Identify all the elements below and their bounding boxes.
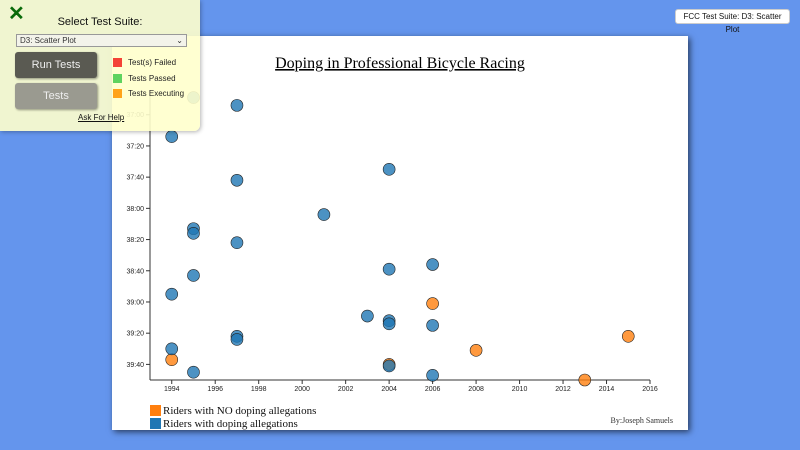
x-tick-label: 2016	[642, 386, 658, 393]
chevron-down-icon: ⌄	[176, 36, 183, 45]
data-point-doping	[361, 309, 374, 323]
data-point-doping	[230, 99, 244, 112]
test-suite-panel: ✕ Select Test Suite: D3: Scatter Plot ⌄ R…	[0, 0, 200, 131]
data-point-no-doping	[578, 373, 592, 387]
failed-swatch	[113, 58, 122, 68]
y-tick-label: 39:40	[126, 362, 144, 369]
passed-swatch	[113, 74, 122, 84]
test-suite-select[interactable]: D3: Scatter Plot ⌄	[16, 34, 187, 47]
data-point-no-doping	[469, 344, 483, 357]
x-tick-label: 2006	[425, 386, 441, 393]
y-tick-label: 37:40	[126, 175, 144, 182]
data-point-doping	[165, 342, 179, 356]
data-point-no-doping	[621, 330, 635, 343]
y-tick-label: 37:20	[126, 143, 144, 150]
x-tick-label: 2002	[338, 386, 354, 393]
y-tick-label: 38:20	[126, 237, 144, 244]
data-point-doping	[187, 269, 200, 282]
legend-swatch	[150, 418, 161, 429]
x-tick-label: 1998	[251, 386, 267, 393]
x-tick-label: 2010	[512, 386, 528, 393]
data-point-doping	[426, 258, 439, 271]
legend-swatch	[150, 405, 161, 416]
x-tick-label: 2004	[381, 386, 397, 393]
close-icon[interactable]: ✕	[8, 3, 25, 25]
y-tick-label: 39:20	[126, 331, 144, 338]
data-point-doping	[317, 208, 331, 221]
x-tick-label: 2008	[468, 386, 484, 393]
legend-label: Riders with doping allegations	[163, 418, 298, 430]
legend-executing: Tests Executing	[113, 89, 185, 99]
data-point-doping	[230, 173, 244, 187]
data-point-doping	[426, 369, 439, 382]
data-point-doping	[426, 319, 439, 332]
chart-card	[112, 36, 688, 430]
ask-for-help-link[interactable]: Ask For Help	[78, 113, 125, 122]
chart-credit: By:Joseph Samuels	[611, 416, 673, 425]
data-point-doping	[187, 227, 200, 240]
data-point-doping	[382, 163, 396, 176]
legend-label: Tests Passed	[128, 74, 176, 83]
data-point-doping	[230, 236, 244, 249]
data-point-doping	[187, 365, 200, 379]
data-point-doping	[382, 359, 396, 373]
legend-label: Tests Executing	[128, 89, 185, 98]
executing-swatch	[113, 89, 122, 99]
data-point-no-doping	[165, 353, 179, 367]
x-tick-label: 2014	[599, 386, 615, 393]
x-tick-label: 1994	[164, 386, 180, 393]
data-point-no-doping	[426, 297, 439, 310]
fcc-test-suite-badge[interactable]: FCC Test Suite: D3: Scatter Plot	[675, 9, 790, 34]
legend-failed: Test(s) Failed	[113, 58, 177, 68]
data-point-doping	[382, 262, 396, 276]
x-tick-label: 2012	[555, 386, 571, 393]
selected-suite: D3: Scatter Plot	[20, 36, 77, 45]
legend-label: Test(s) Failed	[128, 58, 177, 67]
run-tests-button[interactable]: Run Tests	[15, 52, 97, 78]
legend-label: Riders with NO doping allegations	[163, 405, 316, 417]
chart-title: Doping in Professional Bicycle Racing	[275, 55, 525, 72]
x-tick-label: 1996	[207, 386, 223, 393]
tests-button[interactable]: Tests	[15, 83, 97, 109]
legend-passed: Tests Passed	[113, 74, 176, 84]
y-tick-label: 39:00	[126, 299, 144, 306]
y-tick-label: 38:00	[126, 206, 144, 213]
x-tick-label: 2000	[294, 386, 310, 393]
select-suite-label: Select Test Suite:	[57, 16, 143, 28]
data-point-doping	[165, 287, 179, 301]
y-tick-label: 38:40	[126, 268, 144, 275]
data-point-doping	[165, 130, 179, 143]
data-point-doping	[230, 333, 244, 346]
data-point-doping	[382, 317, 396, 331]
